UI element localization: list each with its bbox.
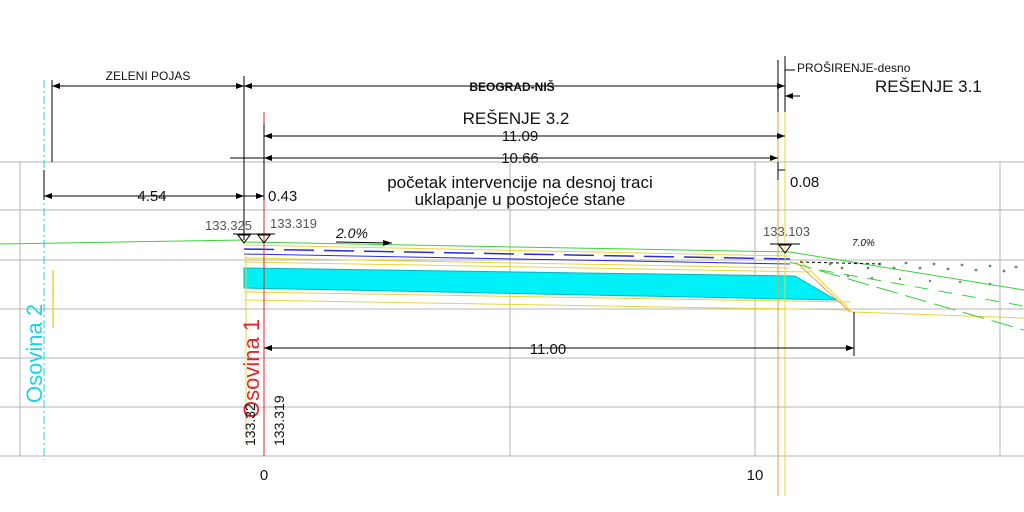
slope-arrowhead-2 (383, 240, 392, 246)
grid (0, 161, 1024, 457)
layer-yellow-2 (243, 261, 811, 273)
slope-label-7: 7.0% (852, 238, 875, 249)
note-line-1: početak intervencije na desnoj traci (387, 173, 653, 192)
layer-yellow (243, 257, 791, 269)
elev-triangle (778, 244, 792, 254)
existing-surface-yellow (243, 244, 791, 257)
slope-yellow (799, 259, 853, 313)
label-beograd-nis: BEOGRAD-NIŠ (469, 79, 554, 94)
axis-label-osovina-2: Osovina 2 (22, 304, 47, 403)
label-prosirenje: PROŠIRENJE-desno (797, 60, 911, 75)
elev-triangle (237, 234, 251, 244)
dim-label-11-00: 11.00 (530, 341, 566, 358)
surface-blue-2 (243, 253, 791, 265)
subgrade-yellow (243, 291, 851, 303)
road-section (0, 239, 1024, 331)
dimension-lines (43, 56, 855, 356)
dim-label-0-08: 0.08 (790, 174, 819, 191)
slope-arrow-2 (335, 241, 393, 244)
slope-arrow-7 (799, 261, 881, 265)
cyan-layer (243, 267, 838, 301)
dim-label-4-54: 4.54 (137, 188, 166, 205)
vertical-elev-133-319: 133.319 (271, 395, 287, 446)
ruler-label-0: 0 (260, 467, 268, 484)
terrain-line-green-road (243, 241, 791, 253)
ruler-label-10: 10 (747, 467, 764, 484)
subgrade-yellow-2 (243, 299, 851, 311)
elev-label-133-319: 133.319 (270, 216, 317, 231)
vertical-elev-133-32: 133.32 (242, 403, 258, 446)
dim-label-0-43: 0.43 (268, 188, 297, 205)
slope-yellow-right (851, 311, 1024, 319)
terrain-line-green (0, 239, 245, 245)
orange-slope (795, 261, 851, 313)
axis-label-osovina-1: Osovina 1 (239, 319, 264, 418)
elev-label-133-325: 133.325 (205, 218, 252, 233)
label-resenje-31: REŠENJE 3.1 (875, 77, 982, 96)
note-line-2: uklapanje u postojeće stane (415, 190, 626, 209)
dashed-green-right (789, 261, 1024, 331)
dashed-green-right-2 (819, 269, 1024, 307)
label-resenje-32: REŠENJE 3.2 (463, 109, 570, 128)
arrowheads (44, 83, 854, 351)
elev-label-133-103: 133.103 (763, 224, 810, 239)
dim-label-11-09: 11.09 (502, 128, 538, 145)
dim-label-10-66: 10.66 (501, 150, 539, 167)
slope-label-2: 2.0% (335, 225, 368, 241)
elev-triangle (257, 234, 271, 244)
surface-blue (243, 248, 791, 260)
label-zeleni-pojas: ZELENI POJAS (106, 69, 191, 83)
terrain-line-green-right (789, 251, 1024, 291)
elevation-markers (233, 233, 800, 254)
